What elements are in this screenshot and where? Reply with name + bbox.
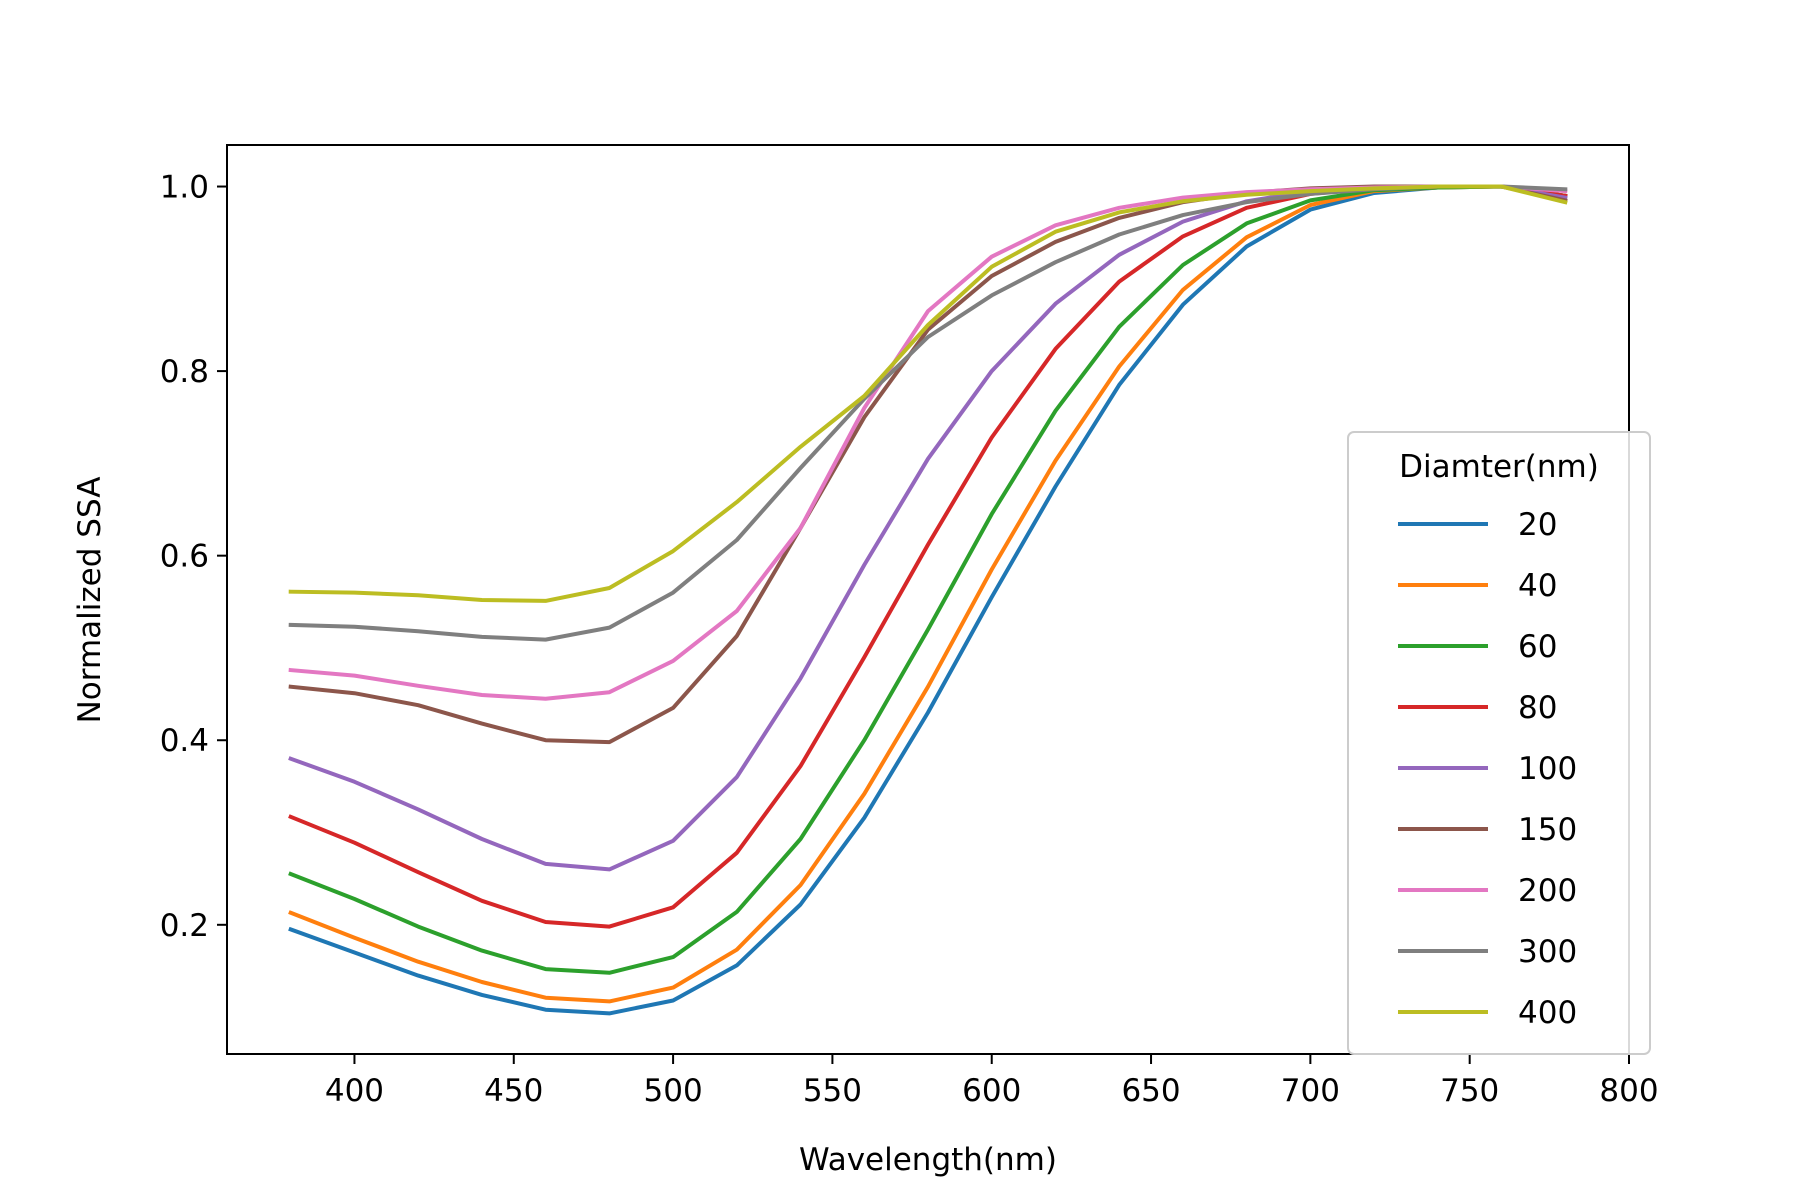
legend-label-100: 100: [1518, 751, 1577, 787]
x-tick-label: 500: [644, 1073, 703, 1109]
y-axis-label: Normalized SSA: [72, 477, 108, 724]
x-tick-label: 600: [962, 1073, 1021, 1109]
plot-lines: [288, 184, 1568, 1016]
legend-label-400: 400: [1518, 995, 1577, 1031]
y-axis-ticks: 0.2 0.4 0.6 0.8 1.0: [160, 170, 227, 944]
legend-label-200: 200: [1518, 873, 1577, 909]
legend-label-20: 20: [1518, 507, 1557, 543]
series-line-60: [288, 184, 1568, 975]
legend-label-80: 80: [1518, 690, 1557, 726]
series-line-20: [288, 184, 1568, 1016]
legend-items: 20 40 60 80 100 150 200 300 400: [1398, 507, 1577, 1031]
legend-box: [1347, 431, 1651, 1055]
legend-label-40: 40: [1518, 568, 1557, 604]
series-line-40: [288, 184, 1568, 1004]
series-line-400: [288, 184, 1568, 603]
x-tick-label: 750: [1440, 1073, 1499, 1109]
x-tick-label: 650: [1121, 1073, 1180, 1109]
legend-label-150: 150: [1518, 812, 1577, 848]
x-axis-ticks: 400 450 500 550 600 650 700 750 800: [325, 1054, 1659, 1109]
legend-label-300: 300: [1518, 934, 1577, 970]
legend-label-60: 60: [1518, 629, 1557, 665]
legend-title: Diamter(nm): [1399, 449, 1599, 485]
x-tick-label: 800: [1599, 1073, 1658, 1109]
y-tick-label: 0.2: [160, 908, 209, 944]
x-tick-label: 700: [1281, 1073, 1340, 1109]
x-tick-label: 450: [484, 1073, 543, 1109]
legend: Diamter(nm) 20 40 60 80 100 150 200 300 400: [1347, 431, 1651, 1055]
y-tick-label: 0.4: [160, 723, 209, 759]
y-tick-label: 1.0: [160, 170, 209, 206]
x-tick-label: 400: [325, 1073, 384, 1109]
y-tick-label: 0.6: [160, 539, 209, 575]
x-axis-label: Wavelength(nm): [799, 1142, 1057, 1178]
y-tick-label: 0.8: [160, 354, 209, 390]
x-tick-label: 550: [803, 1073, 862, 1109]
